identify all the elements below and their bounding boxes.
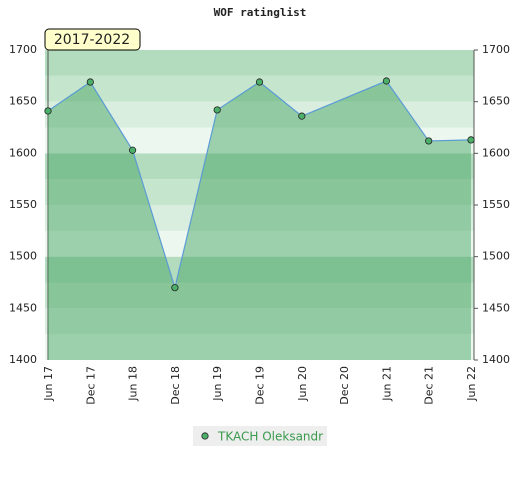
x-tick-label: Dec 20 xyxy=(338,366,351,405)
data-point xyxy=(425,137,433,145)
series-area xyxy=(48,81,471,360)
y-tick-label: 1400 xyxy=(9,353,37,366)
series-line xyxy=(47,80,472,290)
y-tick-label: 1600 xyxy=(9,146,37,159)
legend-label: TKACH Oleksandr xyxy=(217,430,323,444)
chart-title: WOF ratinglist xyxy=(214,6,307,19)
data-point xyxy=(44,107,52,115)
y-tick-label: 1650 xyxy=(9,95,37,108)
data-point xyxy=(129,146,137,154)
background-band xyxy=(45,282,474,309)
background-band xyxy=(45,256,474,283)
y2-tick-label: 1650 xyxy=(482,95,510,108)
background-band xyxy=(45,127,474,154)
data-point xyxy=(255,78,264,86)
y-tick-label: 1500 xyxy=(9,250,37,263)
background-band xyxy=(45,308,474,335)
x-tick-label: Jun 17 xyxy=(42,366,55,402)
data-point xyxy=(382,77,390,85)
background-band xyxy=(45,50,474,76)
background-band xyxy=(45,230,474,257)
data-point xyxy=(213,106,221,114)
y-tick-label: 1700 xyxy=(9,43,37,56)
x-tick-label: Dec 17 xyxy=(84,366,97,405)
data-point xyxy=(86,78,94,86)
x-tick-label: Dec 19 xyxy=(254,366,267,405)
y2-tick-label: 1600 xyxy=(482,146,510,159)
y2-tick-label: 1500 xyxy=(482,250,510,263)
y2-tick-label: 1550 xyxy=(482,198,510,211)
plot-area xyxy=(45,50,474,360)
legend-marker xyxy=(201,432,209,440)
annotation-box xyxy=(44,28,141,51)
background-band xyxy=(45,153,474,180)
data-point xyxy=(171,284,179,292)
x-tick-label: Jun 18 xyxy=(127,366,140,402)
background-band xyxy=(45,179,474,205)
y2-tick-label: 1450 xyxy=(482,301,510,314)
x-tick-label: Jun 22 xyxy=(465,366,478,402)
legend xyxy=(193,426,327,446)
x-tick-label: Dec 18 xyxy=(169,366,182,405)
annotation: 2017-2022 xyxy=(54,32,130,48)
data-point xyxy=(298,112,306,120)
x-tick-label: Jun 19 xyxy=(211,366,224,402)
background-band xyxy=(45,334,474,360)
x-tick-label: Dec 21 xyxy=(423,366,436,405)
y-tick-label: 1450 xyxy=(9,301,37,314)
background-band xyxy=(45,205,474,231)
x-tick-label: Jun 20 xyxy=(296,366,309,402)
y2-tick-label: 1700 xyxy=(482,43,510,56)
data-point xyxy=(467,136,475,144)
x-tick-label: Jun 21 xyxy=(380,366,393,402)
y-tick-label: 1550 xyxy=(9,198,37,211)
y2-tick-label: 1400 xyxy=(482,353,510,366)
